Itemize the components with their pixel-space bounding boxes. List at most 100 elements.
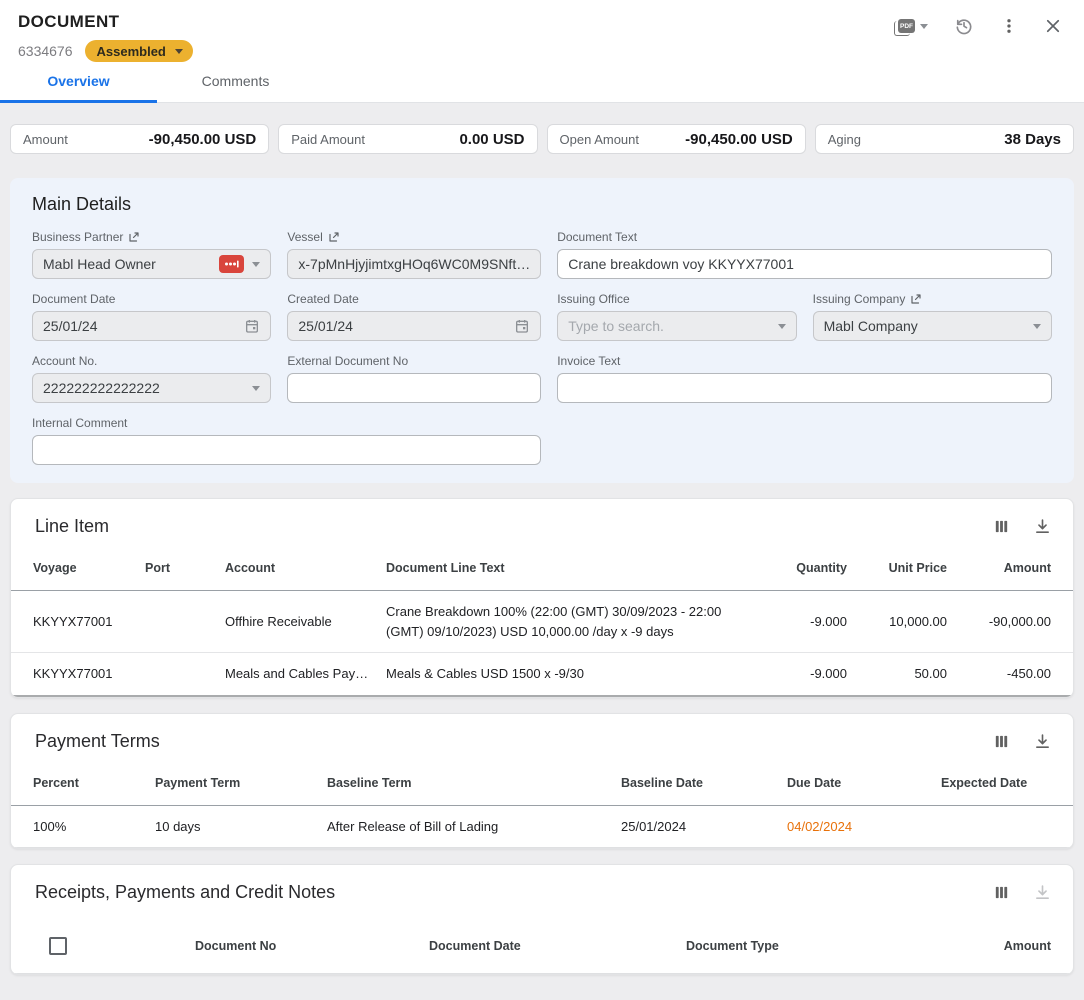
open-business-partner-icon[interactable] [128, 231, 140, 243]
document-date-field: 25/01/24 [32, 311, 272, 341]
status-badge[interactable]: Assembled [84, 40, 193, 62]
columns-settings-icon[interactable] [993, 733, 1010, 750]
vessel-field: x-7pMnHjyjimtxgHOq6WC0M9SNft… [287, 249, 542, 279]
column-header: Baseline Date [621, 775, 703, 790]
vessel-value: x-7pMnHjyjimtxgHOq6WC0M9SNft… [298, 256, 531, 272]
field-label: Invoice Text [557, 354, 621, 368]
more-menu-button[interactable] [1000, 17, 1018, 35]
field-label: External Document No [287, 354, 409, 368]
history-button[interactable] [954, 16, 974, 36]
field-internal-comment: Internal Comment [32, 415, 542, 465]
table-row[interactable]: KKYYX77001 Meals and Cables Pay… Meals &… [11, 653, 1073, 697]
field-label: Vessel [287, 230, 323, 244]
column-header: Document Line Text [386, 561, 505, 575]
line-item-table: Voyage Port Account Document Line Text Q… [11, 545, 1073, 697]
chevron-down-icon [252, 261, 261, 267]
column-header: Account [225, 561, 275, 575]
document-date-value: 25/01/24 [43, 318, 98, 334]
column-header: Quantity [796, 561, 847, 575]
column-header: Amount [1003, 561, 1051, 575]
chevron-down-icon [920, 23, 928, 29]
chevron-down-icon [777, 323, 786, 329]
open-vessel-icon[interactable] [328, 231, 340, 243]
summary-value: -90,450.00 USD [148, 130, 257, 148]
calendar-icon [244, 318, 260, 334]
columns-settings-icon[interactable] [993, 884, 1010, 901]
section-title: Receipts, Payments and Credit Notes [35, 882, 336, 903]
table-row[interactable]: 100% 10 days After Release of Bill of La… [11, 806, 1073, 849]
field-invoice-text: Invoice Text [557, 353, 1052, 403]
issuing-office-placeholder: Type to search. [568, 318, 664, 334]
cell-baseline-term: After Release of Bill of Lading [327, 818, 499, 834]
summary-paid-amount: Paid Amount 0.00 USD [278, 124, 538, 154]
summary-amount: Amount -90,450.00 USD [10, 124, 270, 154]
close-icon [1044, 17, 1062, 35]
select-all-checkbox[interactable] [49, 937, 67, 956]
download-icon [1034, 884, 1051, 901]
invoice-text-input[interactable] [568, 380, 1041, 396]
field-label: Document Date [32, 292, 116, 306]
cell-voyage: KKYYX77001 [33, 666, 113, 682]
business-partner-select: Mabl Head Owner [32, 249, 272, 279]
status-label: Assembled [96, 43, 166, 59]
cell-account: Meals and Cables Pay… [225, 666, 369, 682]
cell-quantity: -9.000 [810, 666, 847, 682]
cell-due-date: 04/02/2024 [787, 818, 853, 834]
summary-label: Amount [23, 131, 68, 147]
cell-payment-term: 10 days [155, 818, 201, 834]
page-title: DOCUMENT [18, 12, 120, 31]
summary-label: Aging [827, 131, 861, 147]
internal-comment-input[interactable] [43, 442, 531, 458]
field-label: Created Date [287, 292, 359, 306]
column-header: Percent [33, 775, 79, 790]
document-text-input[interactable] [568, 256, 1041, 272]
tab-bar: Overview Comments [0, 60, 1084, 103]
column-header: Payment Term [155, 775, 241, 790]
summary-value: 38 Days [1004, 130, 1061, 148]
column-header: Unit Price [888, 561, 947, 575]
download-icon[interactable] [1034, 733, 1051, 750]
section-title: Line Item [35, 516, 110, 536]
cell-account: Offhire Receivable [225, 613, 332, 629]
credit-alert-icon[interactable] [219, 255, 245, 273]
tab-comments[interactable]: Comments [201, 73, 270, 89]
payment-terms-card: Payment Terms Percent Payment Term Basel… [10, 712, 1074, 850]
chevron-down-icon [174, 48, 183, 54]
column-header: Document Type [686, 939, 779, 954]
table-row[interactable]: KKYYX77001 Offhire Receivable Crane Brea… [11, 591, 1073, 654]
download-icon[interactable] [1034, 518, 1051, 535]
tab-overview[interactable]: Overview [0, 60, 157, 103]
internal-comment-field [32, 435, 542, 465]
line-item-card: Line Item Voyage Port Account Document L… [10, 498, 1074, 698]
history-icon [954, 16, 974, 36]
external-document-no-input[interactable] [298, 380, 531, 396]
document-text-field [557, 249, 1052, 279]
payment-terms-table: Percent Payment Term Baseline Term Basel… [11, 760, 1073, 849]
cell-amount: -90,000.00 [988, 613, 1051, 629]
column-header: Amount [1003, 939, 1051, 954]
columns-settings-icon[interactable] [993, 518, 1010, 535]
receipts-card: Receipts, Payments and Credit Notes Docu… [10, 864, 1074, 976]
invoice-text-field [557, 373, 1052, 403]
external-document-no-field [287, 373, 542, 403]
column-header: Voyage [33, 561, 77, 575]
close-button[interactable] [1044, 17, 1062, 35]
field-account-no: Account No. 222222222222222 [32, 353, 272, 403]
chevron-down-icon [252, 385, 261, 391]
open-issuing-company-icon[interactable] [910, 293, 922, 305]
cell-percent: 100% [33, 818, 67, 834]
field-external-document-no: External Document No [287, 353, 542, 403]
column-header: Document No [195, 939, 277, 954]
issuing-company-select: Mabl Company [812, 311, 1052, 341]
cell-baseline-date: 25/01/2024 [621, 818, 687, 834]
main-details-panel: Main Details Business Partner Mabl Head … [10, 178, 1074, 483]
field-label: Issuing Company [812, 292, 906, 306]
cell-quantity: -9.000 [810, 613, 847, 629]
pdf-icon: PDF [894, 19, 915, 36]
column-header: Due Date [787, 775, 842, 790]
document-number: 6334676 [18, 43, 73, 59]
cell-line-text: Crane Breakdown 100% (22:00 (GMT) 30/09/… [386, 604, 722, 639]
pdf-export-button[interactable]: PDF [894, 19, 928, 36]
cell-amount: -450.00 [1006, 666, 1051, 682]
cell-voyage: KKYYX77001 [33, 613, 113, 629]
